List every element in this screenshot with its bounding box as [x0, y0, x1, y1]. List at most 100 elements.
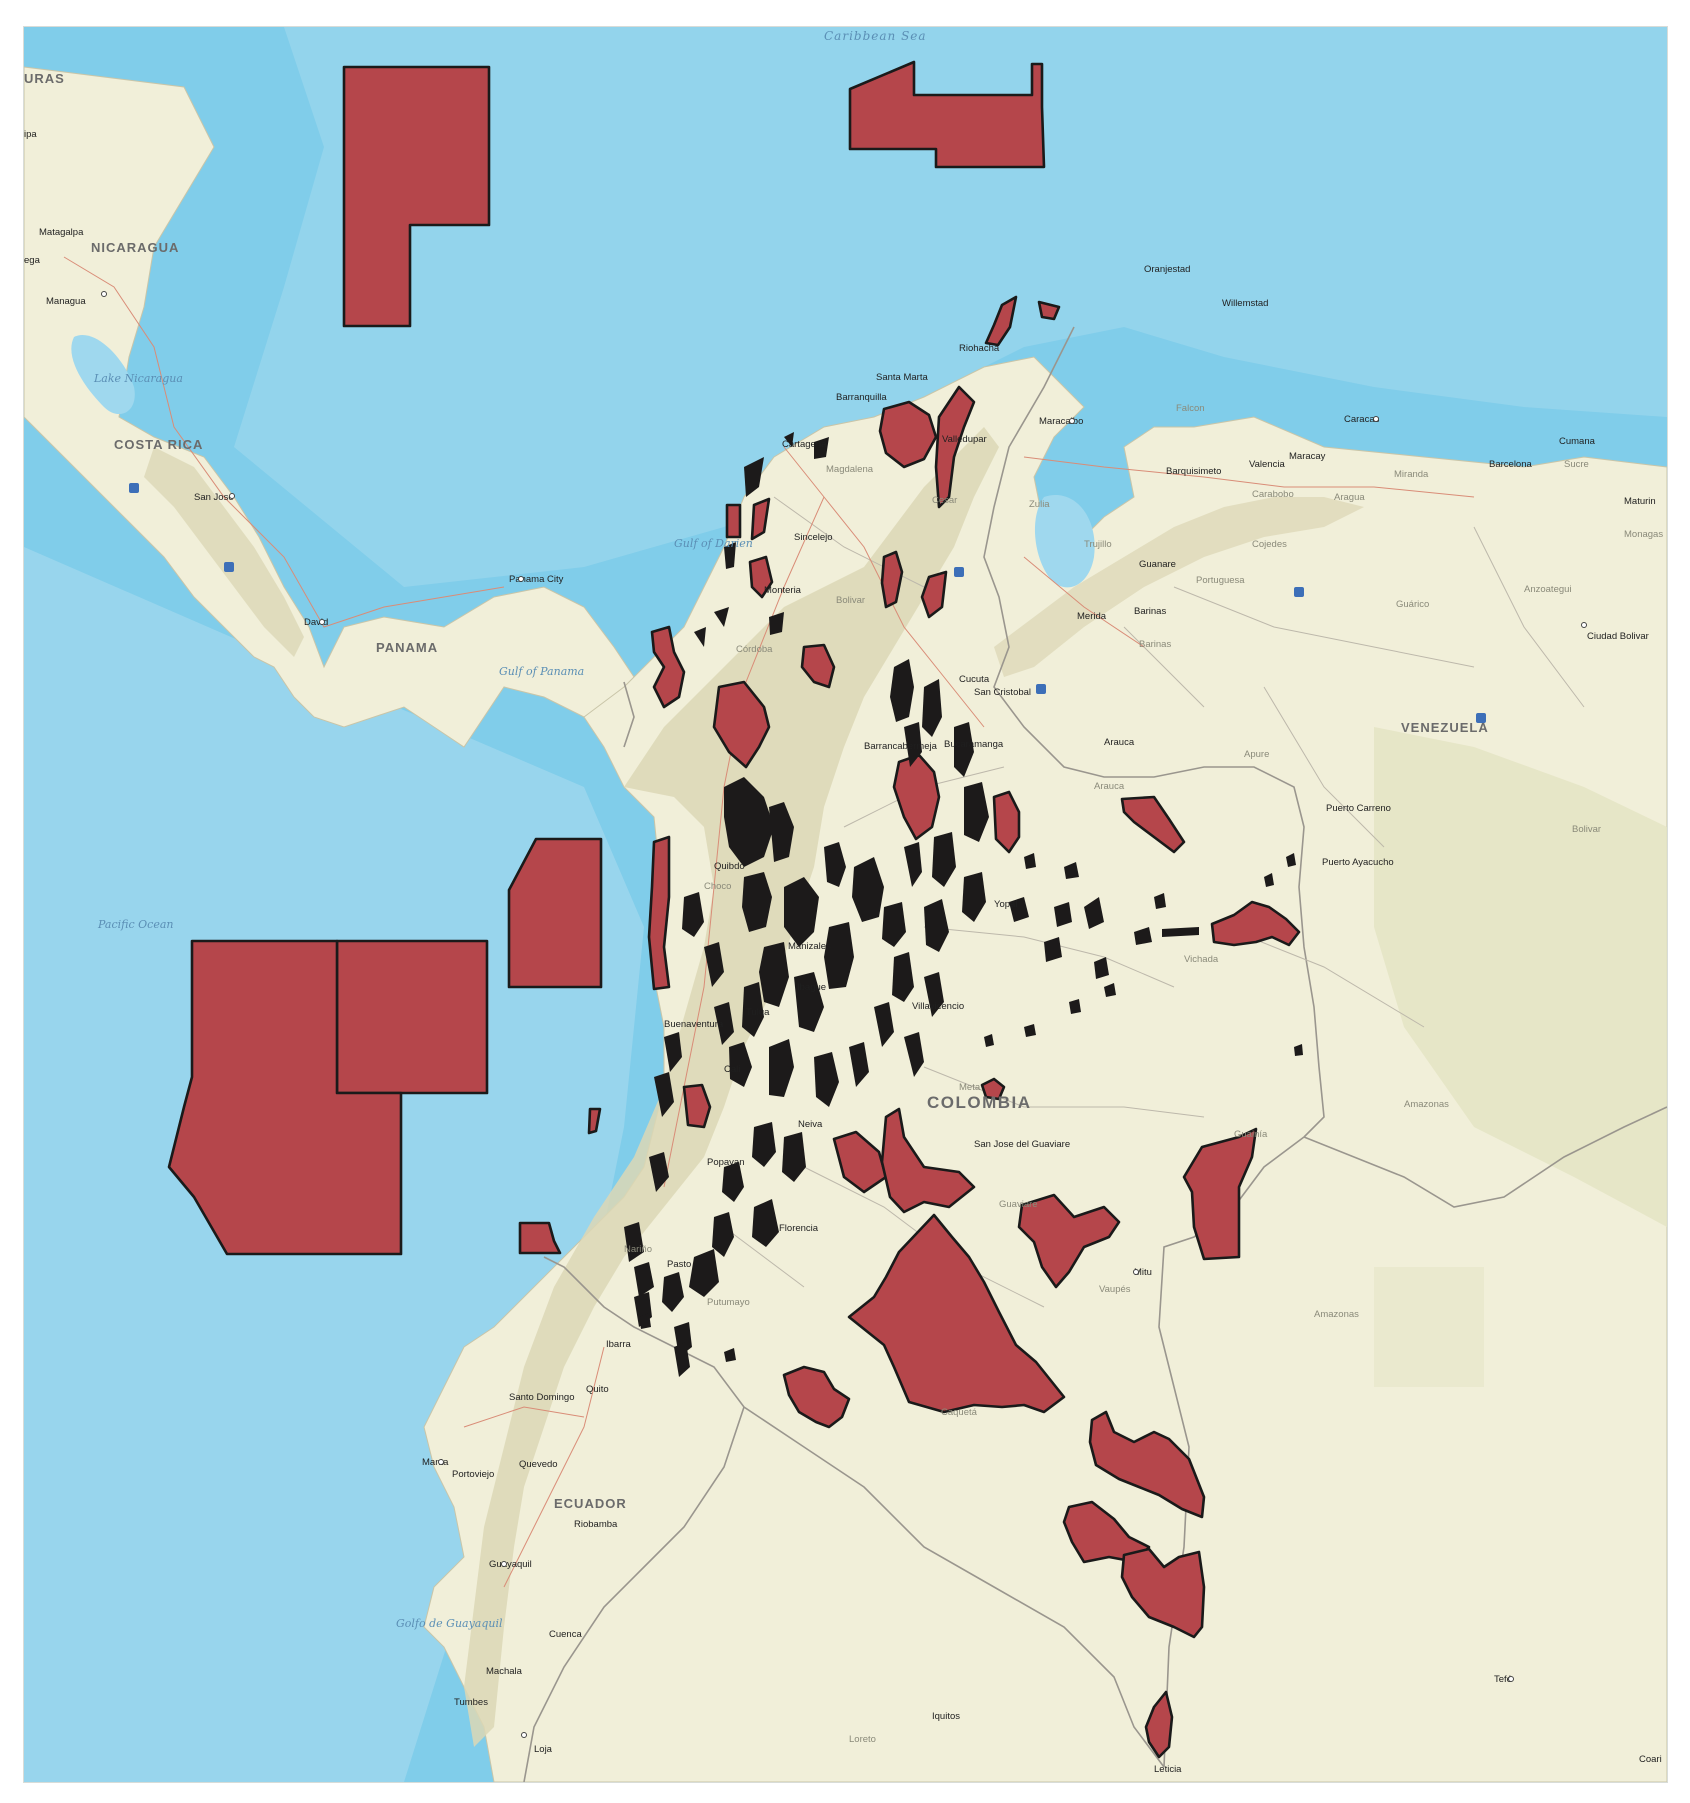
block-guaviare-b[interactable] [1017, 1193, 1121, 1289]
block-uraba[interactable] [650, 625, 686, 709]
city-label: Cucuta [959, 674, 990, 685]
country-label-costa-rica: COSTA RICA [114, 437, 203, 452]
city-label: Leticia [1154, 1764, 1182, 1775]
block-caribbean-northwest[interactable] [342, 65, 491, 328]
region-label: Barinas [1139, 639, 1171, 650]
city-label: Puerto Carreno [1326, 803, 1391, 814]
border-panama-colombia [623, 681, 635, 748]
block-monteria[interactable] [748, 555, 774, 599]
block-cordoba-west[interactable] [725, 497, 771, 541]
city-label: San Cristobal [974, 687, 1031, 698]
block-leticia[interactable] [1144, 1690, 1174, 1759]
border-ecuador-peru [523, 1406, 745, 1782]
city-label: ipa [24, 129, 37, 140]
city-label: Cumana [1559, 436, 1596, 447]
map-frame[interactable]: Caribbean Sea Pacific Ocean Gulf of Dari… [23, 26, 1668, 1783]
region-label: Zulia [1029, 499, 1050, 510]
block-vichada-east[interactable] [1210, 900, 1301, 947]
city-label: Riohacha [959, 343, 1000, 354]
city-label: Santa Marta [876, 372, 928, 383]
region-label: Magdalena [826, 464, 874, 475]
city-label: Portoviejo [452, 1469, 494, 1480]
block-sierra-nevada[interactable] [878, 400, 938, 469]
block-magdalena-river[interactable] [892, 753, 941, 841]
block-vaupes-a[interactable] [1088, 1410, 1206, 1519]
city-label: Iquitos [932, 1711, 960, 1722]
mountains-venezuela [994, 497, 1364, 677]
city-label: Valencia [1249, 459, 1285, 470]
border-venezuela-brazil [1303, 1106, 1667, 1208]
region-label: Bolivar [836, 595, 865, 606]
small-polygon-cluster [624, 432, 1303, 1377]
city-label: Barrancabermeja [864, 741, 938, 752]
block-arauca[interactable] [1120, 795, 1186, 854]
region-label: Miranda [1394, 469, 1429, 480]
lake-maracaibo [1034, 495, 1095, 588]
region-label: Cojedes [1252, 539, 1287, 550]
city-label: Monteria [764, 585, 802, 596]
water-label-pacific: Pacific Ocean [97, 918, 173, 931]
region-label: Apure [1244, 749, 1269, 760]
block-pacific-north[interactable] [507, 837, 603, 989]
city-label: Sincelejo [794, 532, 833, 543]
city-label: Puerto Ayacucho [1322, 857, 1394, 868]
region-label: Amazonas [1404, 1099, 1449, 1110]
city-label: Maturin [1624, 496, 1656, 507]
region-label: Córdoba [736, 644, 773, 655]
block-cauca-west[interactable] [682, 1083, 712, 1129]
block-caribbean-north[interactable] [848, 60, 1046, 169]
water-label-gulf-panama: Gulf of Panama [499, 665, 584, 678]
block-amazonas-b[interactable] [1120, 1547, 1206, 1639]
city-label: Quevedo [519, 1459, 558, 1470]
block-meta-small[interactable] [980, 1077, 1006, 1101]
block-guajira[interactable] [984, 295, 1061, 347]
country-label-ecuador: ECUADOR [554, 1496, 627, 1511]
city-label: San Jose [194, 492, 234, 503]
region-label: Carabobo [1252, 489, 1294, 500]
region-label: Caquetá [941, 1407, 978, 1418]
block-santander[interactable] [992, 790, 1021, 854]
region-label: Nariño [624, 1244, 652, 1255]
city-label: Barranquilla [836, 392, 887, 403]
city-label: Ciudad Bolivar [1587, 631, 1649, 642]
block-pacific-small[interactable] [587, 1107, 602, 1135]
city-label: San Jose del Guaviare [974, 1139, 1070, 1150]
country-label-honduras: URAS [24, 71, 65, 86]
city-label: Mitu [1134, 1267, 1152, 1278]
city-label: Barinas [1134, 606, 1166, 617]
city-label: Villavicencio [912, 1001, 964, 1012]
block-choco-coast[interactable] [647, 835, 671, 991]
block-guaviare-a[interactable] [880, 1107, 976, 1214]
city-label: Cartagena [782, 439, 827, 450]
city-label: Pasto [667, 1259, 691, 1270]
highway-shield [129, 483, 139, 493]
region-label: Guainía [1234, 1129, 1268, 1140]
block-cesar[interactable] [934, 385, 976, 509]
block-putumayo[interactable] [782, 1365, 851, 1429]
city-label: Buenaventura [664, 1019, 724, 1030]
block-pacific-south[interactable] [518, 1221, 562, 1255]
block-guainia[interactable] [1182, 1127, 1258, 1261]
city-label: Ibarra [606, 1339, 632, 1350]
map-canvas[interactable]: Caribbean Sea Pacific Ocean Gulf of Dari… [24, 27, 1667, 1782]
city-label: Tefé [1494, 1674, 1512, 1685]
country-label-panama: PANAMA [376, 640, 438, 655]
block-cordoba-south[interactable] [800, 643, 836, 689]
city-label: Manizales [788, 941, 831, 952]
region-label: Cesar [932, 495, 957, 506]
region-label: Monagas [1624, 529, 1663, 540]
city-label: Willemstad [1222, 298, 1268, 309]
city-label: Coari [1639, 1754, 1662, 1765]
region-label: Anzoategui [1524, 584, 1572, 595]
block-antioquia-north[interactable] [712, 680, 771, 769]
region-label: Sucre [1564, 459, 1589, 470]
block-magdalena-medio[interactable] [880, 550, 948, 619]
highway-shield [1036, 684, 1046, 694]
block-pacific-west[interactable] [167, 939, 403, 1256]
region-label: Falcon [1176, 403, 1205, 414]
block-caqueta-large[interactable] [847, 1213, 1066, 1414]
region-label: Bolivar [1572, 824, 1601, 835]
region-label: Portuguesa [1196, 575, 1245, 586]
block-pacific-east[interactable] [335, 939, 489, 1095]
city-dots [101, 291, 1587, 1738]
